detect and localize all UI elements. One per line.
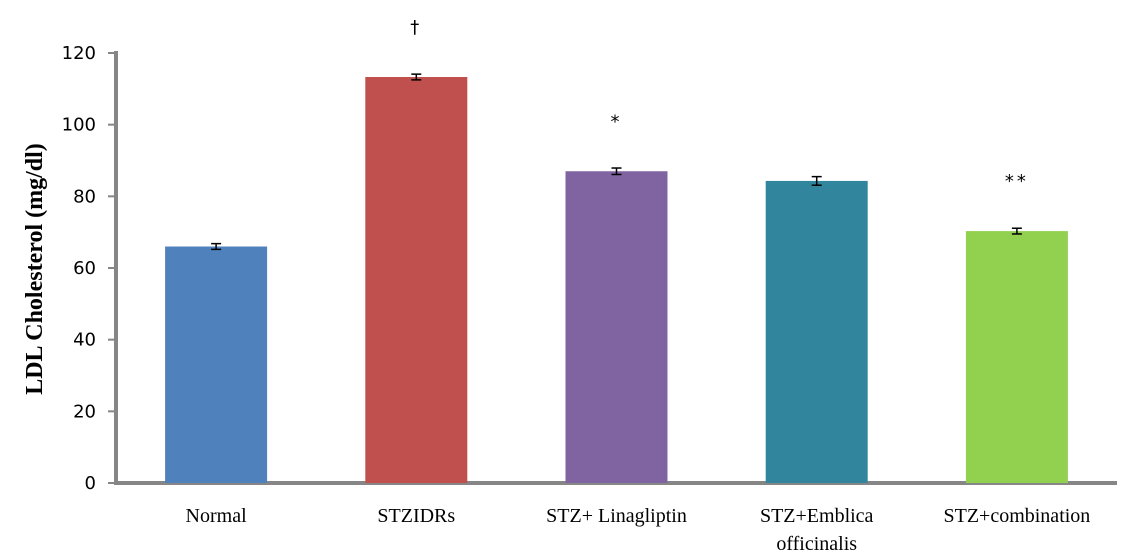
y-tick-label: 100 [62, 115, 96, 136]
bar [365, 77, 468, 483]
y-tick-label: 80 [73, 186, 96, 207]
error-bar [811, 175, 822, 186]
x-tick-label: STZ+Emblica officinalis [760, 505, 874, 555]
x-tick-label: Normal [186, 505, 248, 527]
x-tick-labels: Normal STZIDRs STZ+ Linagliptin STZ+Emblica… [186, 505, 1091, 555]
error-bars [211, 73, 1022, 251]
x-tick-label: STZ+combination [943, 505, 1090, 527]
y-tick-label: 40 [73, 330, 96, 351]
bar [765, 180, 868, 484]
x-tick-label: STZ+ Linagliptin [546, 505, 687, 527]
y-tick-labels: 0 20 40 60 80 100 120 [62, 43, 96, 494]
y-tick-label: 60 [73, 258, 96, 279]
y-axis-label-group: LDL Cholesterol (mg/dl) [22, 143, 48, 395]
significance-marker: ** [1005, 171, 1029, 192]
y-tick-label: 0 [85, 473, 96, 494]
y-tick-label: 120 [62, 43, 96, 64]
bar [565, 171, 668, 483]
y-tick-label: 20 [73, 401, 96, 422]
error-bar [411, 73, 422, 81]
y-axis-label: LDL Cholesterol (mg/dl) [22, 143, 48, 395]
bars [165, 77, 1068, 484]
bar [965, 231, 1068, 483]
error-bar [611, 167, 622, 176]
bar [165, 246, 268, 483]
significance-annotations: †*** [410, 17, 1029, 192]
significance-marker: † [410, 17, 422, 38]
significance-marker: * [611, 111, 623, 132]
error-bar [1011, 227, 1022, 235]
x-tick-label: STZIDRs [377, 505, 455, 527]
error-bar [211, 242, 222, 251]
